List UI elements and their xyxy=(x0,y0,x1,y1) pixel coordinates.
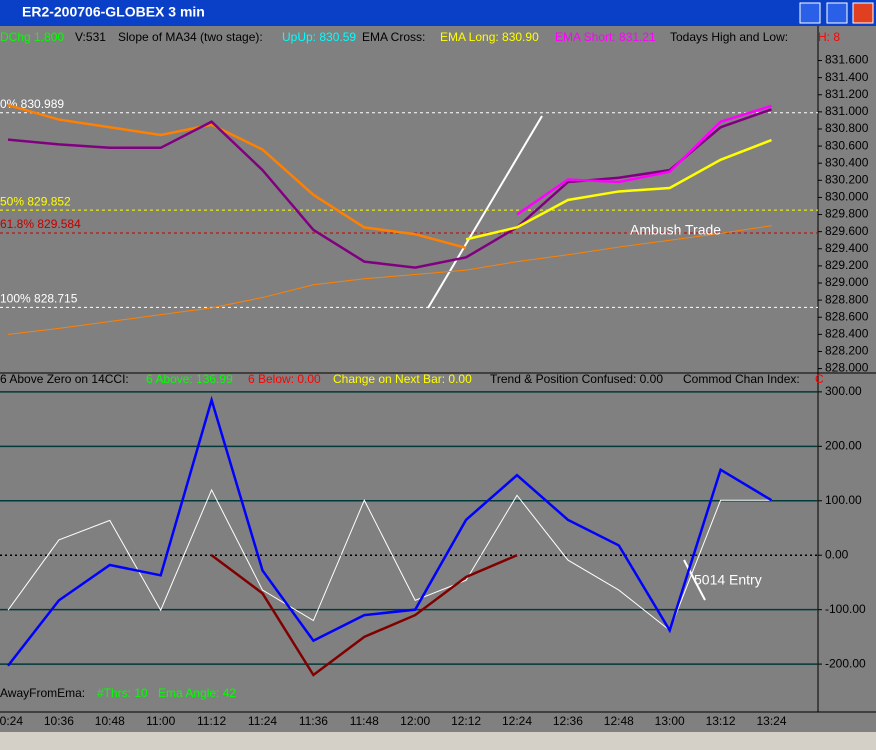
legend-entry: 6 Above: 136.99 xyxy=(146,372,233,386)
series-line xyxy=(465,138,772,241)
series-line xyxy=(210,554,518,677)
y-tick-label: 828.200 xyxy=(825,344,869,358)
y-tick-label: 830.600 xyxy=(825,138,869,152)
x-tick-label: 13:24 xyxy=(756,714,786,728)
y-tick-label: 830.000 xyxy=(825,190,869,204)
y-tick-label: 831.600 xyxy=(825,53,869,67)
x-tick-label: 11:00 xyxy=(146,714,175,728)
level-label: 0% 830.989 xyxy=(0,97,64,111)
footer-entry: Ema Angle: 42 xyxy=(158,686,236,700)
trend-line xyxy=(427,115,543,309)
legend-entry: EMA Long: 830.90 xyxy=(440,30,539,44)
legend-entry: C xyxy=(815,372,824,386)
x-tick-label: 13:00 xyxy=(655,714,685,728)
legend-entry: EMA Cross: xyxy=(362,30,425,44)
annotation: 5014 Entry xyxy=(694,572,762,588)
x-tick-label: 11:12 xyxy=(197,714,226,728)
x-tick-label: 13:12 xyxy=(706,714,736,728)
y-tick-label: 831.400 xyxy=(825,70,869,84)
legend-entry: Trend & Position Confused: 0.00 xyxy=(490,372,663,386)
y-tick-label: 829.200 xyxy=(825,258,869,272)
x-tick-label: 12:48 xyxy=(604,714,634,728)
y-tick-label: 300.00 xyxy=(825,384,862,398)
legend-entry: H: 8 xyxy=(818,30,840,44)
legend-entry: 6 Above Zero on 14CCI: xyxy=(0,372,129,386)
series-line xyxy=(7,225,772,335)
x-tick-label: 11:24 xyxy=(248,714,277,728)
legend-entry: V:531 xyxy=(75,30,106,44)
x-tick-label: 11:48 xyxy=(350,714,379,728)
x-tick-label: 12:24 xyxy=(502,714,532,728)
legend-entry: Change on Next Bar: 0.00 xyxy=(333,372,472,386)
window-title: ER2-200706-GLOBEX 3 min xyxy=(22,4,205,20)
legend-entry: DChg 1.800 xyxy=(0,30,64,44)
maximize-button[interactable] xyxy=(826,2,848,24)
series-line xyxy=(7,488,772,632)
y-tick-label: 830.200 xyxy=(825,172,869,186)
y-tick-label: 200.00 xyxy=(825,438,862,452)
legend-entry: 6 Below: 0.00 xyxy=(248,372,321,386)
x-tick-label: 12:00 xyxy=(400,714,430,728)
legend-entry: Todays High and Low: xyxy=(670,30,788,44)
close-button[interactable] xyxy=(852,2,874,24)
level-label: 50% 829.852 xyxy=(0,194,71,208)
y-tick-label: 831.000 xyxy=(825,104,869,118)
x-tick-label: 11:36 xyxy=(299,714,328,728)
y-tick-label: -100.00 xyxy=(825,602,866,616)
legend-entry: Commod Chan Index: xyxy=(683,372,800,386)
y-tick-label: 829.000 xyxy=(825,275,869,289)
y-tick-label: 830.800 xyxy=(825,121,869,135)
y-tick-label: 829.600 xyxy=(825,224,869,238)
y-tick-label: 0.00 xyxy=(825,547,849,561)
level-label: 61.8% 829.584 xyxy=(0,217,81,231)
series-line xyxy=(7,108,772,269)
x-tick-label: 12:12 xyxy=(451,714,481,728)
legend-entry: UpUp: 830.59 xyxy=(282,30,356,44)
footer-entry: #Thrs: 10 xyxy=(97,686,148,700)
scrollbar[interactable] xyxy=(0,732,876,750)
minimize-button[interactable] xyxy=(799,2,821,24)
series-line xyxy=(516,104,772,216)
y-tick-label: 829.800 xyxy=(825,207,869,221)
y-tick-label: -200.00 xyxy=(825,656,866,670)
title-bar xyxy=(0,0,876,26)
y-tick-label: 830.400 xyxy=(825,155,869,169)
entry-arrow xyxy=(683,559,706,601)
legend-entry: Slope of MA34 (two stage): xyxy=(118,30,263,44)
y-tick-label: 831.200 xyxy=(825,87,869,101)
y-tick-label: 828.400 xyxy=(825,327,869,341)
y-tick-label: 828.000 xyxy=(825,361,869,375)
x-tick-label: 10:48 xyxy=(95,714,125,728)
x-tick-label: 12:36 xyxy=(553,714,583,728)
annotation: Ambush Trade xyxy=(630,222,721,238)
y-tick-label: 100.00 xyxy=(825,493,862,507)
y-tick-label: 828.800 xyxy=(825,292,869,306)
chart-area xyxy=(0,26,876,732)
footer-entry: AwayFromEma: xyxy=(0,686,85,700)
x-tick-label: 10:24 xyxy=(0,714,23,728)
x-tick-label: 10:36 xyxy=(44,714,74,728)
level-label: 100% 828.715 xyxy=(0,292,78,306)
series-line xyxy=(7,103,467,250)
y-tick-label: 829.400 xyxy=(825,241,869,255)
legend-entry: EMA Short: 831.21 xyxy=(555,30,656,44)
y-tick-label: 828.600 xyxy=(825,309,869,323)
series-line xyxy=(7,395,773,667)
